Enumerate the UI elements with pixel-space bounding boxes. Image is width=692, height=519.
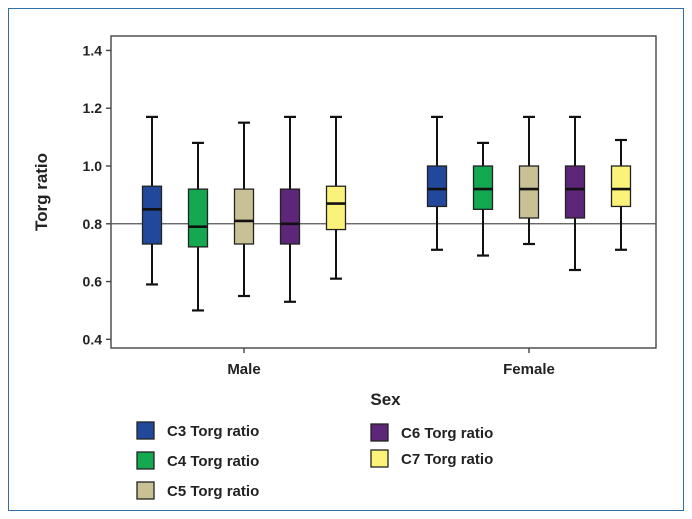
y-tick-label: 0.8 [83, 216, 103, 232]
box-c7-female [610, 165, 632, 208]
box-c3-male [141, 185, 163, 245]
y-tick-label: 1.2 [83, 100, 103, 116]
boxplot-chart: 0.4 0.6 0.8 1.0 1.2 1.4 Male Female Torg ratio Se… [32, 35, 657, 500]
legend-label: C4 Torg ratio [167, 453, 259, 470]
box-c6-male [279, 188, 301, 245]
x-category-label: Female [503, 361, 555, 378]
box-c4-female [472, 165, 494, 210]
y-tick-label: 1.4 [83, 42, 103, 58]
legend-swatch [370, 449, 389, 468]
legend-label: C5 Torg ratio [167, 483, 259, 500]
box-c5-female [518, 165, 540, 219]
box-c5-male [233, 188, 255, 245]
x-axis-title: Sex [370, 390, 401, 409]
y-tick-label: 0.4 [83, 331, 103, 347]
legend-swatch [136, 421, 155, 440]
y-axis-title: Torg ratio [32, 153, 51, 231]
box-c6-female [564, 165, 586, 219]
box-c4-male [187, 188, 209, 248]
legend-swatch [136, 451, 155, 470]
legend-label: C6 Torg ratio [401, 425, 493, 442]
chart-frame: 0.4 0.6 0.8 1.0 1.2 1.4 Male Female Torg ratio Se… [8, 8, 684, 511]
box-c7-male [325, 185, 347, 231]
legend-swatch [370, 423, 389, 442]
legend-swatch [136, 481, 155, 500]
plot-area [110, 35, 657, 349]
y-tick-label: 1.0 [83, 158, 103, 174]
box-c3-female [426, 165, 448, 208]
legend-label: C7 Torg ratio [401, 451, 493, 468]
x-category-label: Male [227, 361, 260, 378]
legend-label: C3 Torg ratio [167, 423, 259, 440]
y-tick-label: 0.6 [83, 274, 103, 290]
